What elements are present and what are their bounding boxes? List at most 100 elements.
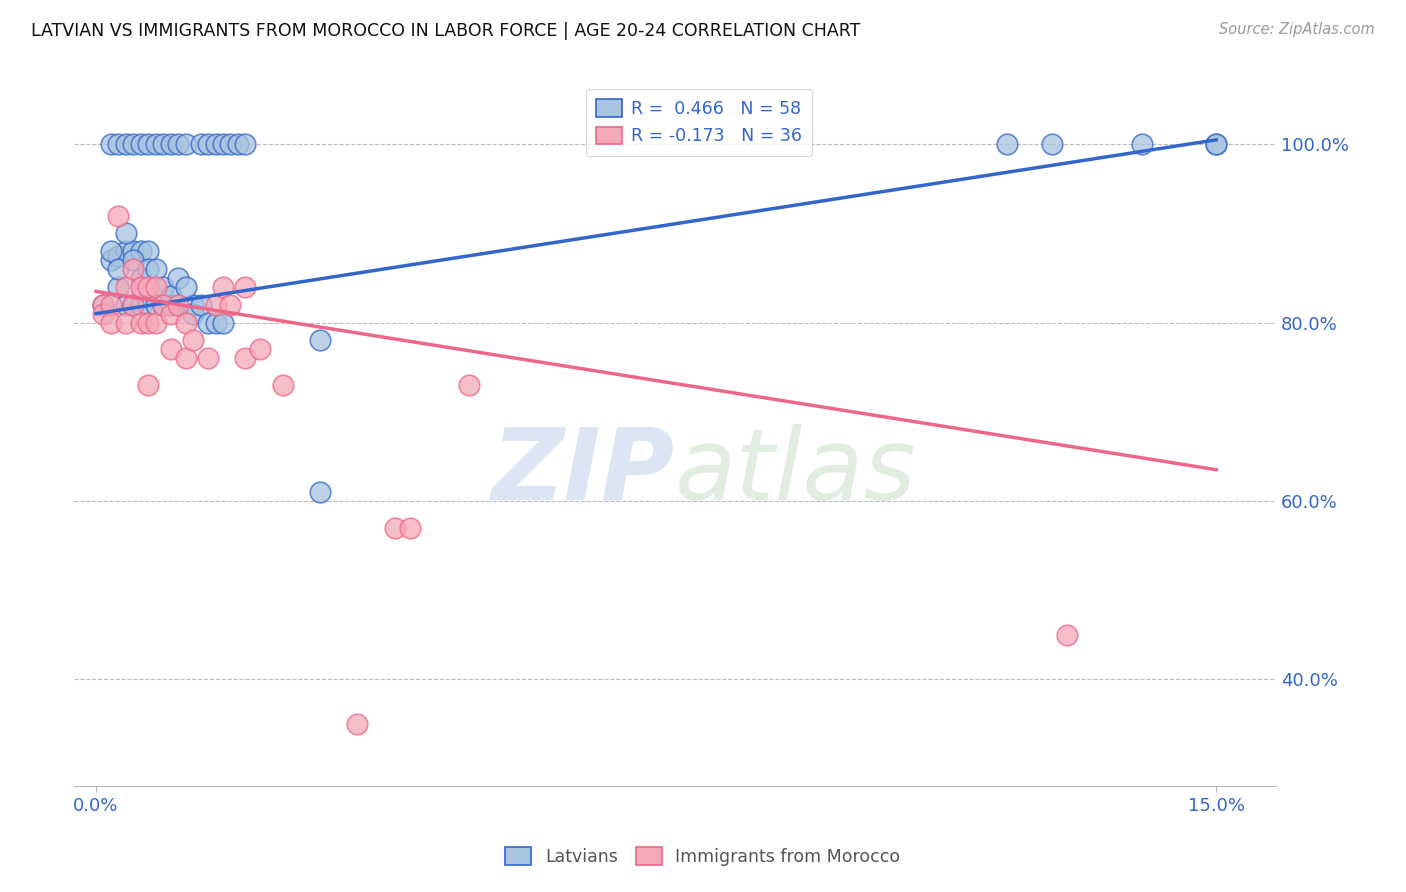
Point xyxy=(204,316,226,330)
Point xyxy=(309,334,332,348)
Point xyxy=(145,262,167,277)
Point xyxy=(136,137,159,152)
Point xyxy=(93,298,115,312)
Point xyxy=(212,137,235,152)
Point xyxy=(115,316,138,330)
Point xyxy=(190,298,212,312)
Text: ZIP: ZIP xyxy=(492,424,675,521)
Point xyxy=(212,316,235,330)
Point xyxy=(159,307,181,321)
Point xyxy=(129,316,152,330)
Point xyxy=(204,137,226,152)
Point xyxy=(181,298,204,312)
Point xyxy=(174,351,197,366)
Point xyxy=(167,271,190,285)
Point xyxy=(136,316,159,330)
Point xyxy=(122,262,145,277)
Point xyxy=(398,521,420,535)
Point xyxy=(458,378,481,392)
Point xyxy=(152,137,174,152)
Point xyxy=(346,716,368,731)
Point xyxy=(197,316,219,330)
Point xyxy=(129,298,152,312)
Point xyxy=(174,280,197,294)
Point xyxy=(190,137,212,152)
Point xyxy=(174,316,197,330)
Point xyxy=(197,137,219,152)
Text: Source: ZipAtlas.com: Source: ZipAtlas.com xyxy=(1219,22,1375,37)
Point xyxy=(384,521,406,535)
Point xyxy=(145,280,167,294)
Point xyxy=(129,271,152,285)
Point xyxy=(181,307,204,321)
Point xyxy=(1040,137,1063,152)
Point xyxy=(145,316,167,330)
Point xyxy=(107,262,129,277)
Point xyxy=(197,351,219,366)
Point xyxy=(115,137,138,152)
Point xyxy=(93,307,115,321)
Point xyxy=(136,262,159,277)
Point xyxy=(1205,137,1227,152)
Point xyxy=(115,298,138,312)
Point xyxy=(159,343,181,357)
Point xyxy=(995,137,1018,152)
Point xyxy=(1056,627,1078,641)
Point xyxy=(100,244,122,259)
Point xyxy=(122,253,145,268)
Point xyxy=(174,137,197,152)
Point xyxy=(167,298,190,312)
Point xyxy=(107,209,129,223)
Point xyxy=(249,343,271,357)
Point xyxy=(271,378,294,392)
Point xyxy=(159,298,181,312)
Point xyxy=(115,227,138,241)
Point xyxy=(235,137,257,152)
Point xyxy=(152,280,174,294)
Point xyxy=(115,280,138,294)
Point xyxy=(129,280,152,294)
Point xyxy=(1130,137,1153,152)
Point xyxy=(122,244,145,259)
Point xyxy=(226,137,249,152)
Point xyxy=(219,137,242,152)
Point xyxy=(107,249,129,263)
Legend: R =  0.466   N = 58, R = -0.173   N = 36: R = 0.466 N = 58, R = -0.173 N = 36 xyxy=(585,89,813,156)
Point xyxy=(159,137,181,152)
Point xyxy=(122,137,145,152)
Point xyxy=(152,298,174,312)
Point xyxy=(100,298,122,312)
Point xyxy=(122,298,145,312)
Legend: Latvians, Immigrants from Morocco: Latvians, Immigrants from Morocco xyxy=(499,840,907,872)
Point xyxy=(136,378,159,392)
Point xyxy=(107,137,129,152)
Point xyxy=(145,137,167,152)
Point xyxy=(145,298,167,312)
Point xyxy=(235,280,257,294)
Point xyxy=(1205,137,1227,152)
Point xyxy=(167,298,190,312)
Point xyxy=(219,298,242,312)
Point xyxy=(122,298,145,312)
Point xyxy=(100,137,122,152)
Point xyxy=(159,289,181,303)
Text: atlas: atlas xyxy=(675,424,917,521)
Point xyxy=(93,298,115,312)
Point xyxy=(100,316,122,330)
Point xyxy=(136,244,159,259)
Point xyxy=(212,280,235,294)
Point xyxy=(129,244,152,259)
Point xyxy=(167,137,190,152)
Point xyxy=(136,298,159,312)
Point xyxy=(107,280,129,294)
Point xyxy=(100,253,122,268)
Point xyxy=(136,280,159,294)
Text: LATVIAN VS IMMIGRANTS FROM MOROCCO IN LABOR FORCE | AGE 20-24 CORRELATION CHART: LATVIAN VS IMMIGRANTS FROM MOROCCO IN LA… xyxy=(31,22,860,40)
Point xyxy=(309,485,332,500)
Point xyxy=(181,334,204,348)
Point xyxy=(115,244,138,259)
Point xyxy=(129,137,152,152)
Point xyxy=(152,298,174,312)
Point xyxy=(204,298,226,312)
Point xyxy=(235,351,257,366)
